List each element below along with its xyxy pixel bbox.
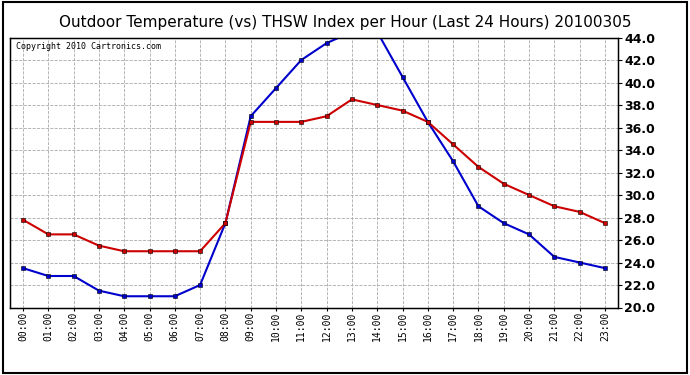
Text: Outdoor Temperature (vs) THSW Index per Hour (Last 24 Hours) 20100305: Outdoor Temperature (vs) THSW Index per … <box>59 15 631 30</box>
Text: Copyright 2010 Cartronics.com: Copyright 2010 Cartronics.com <box>17 42 161 51</box>
